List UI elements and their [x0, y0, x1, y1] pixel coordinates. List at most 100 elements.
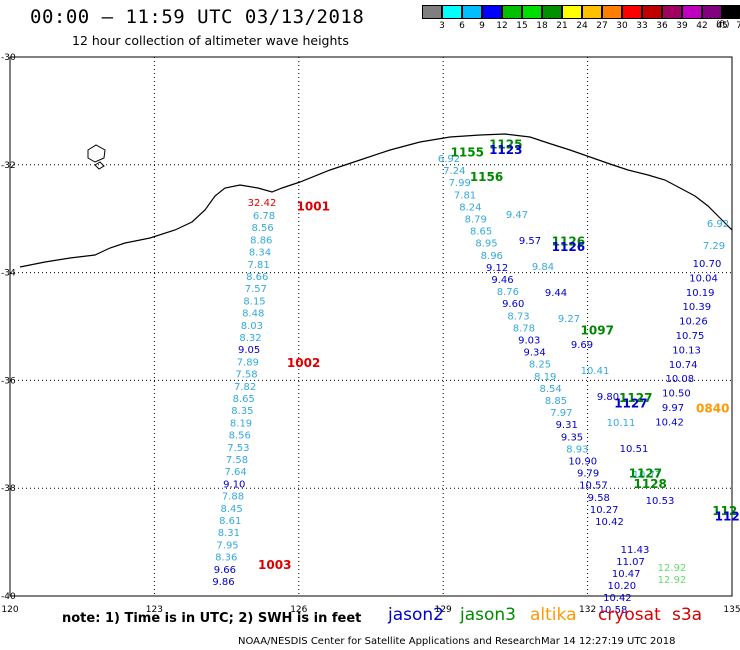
pass-label: 1156: [470, 170, 503, 184]
swh-value: 10.50: [662, 389, 691, 400]
pass-label: 1125: [489, 138, 522, 152]
swh-value: 10.26: [679, 317, 708, 328]
swh-value: 8.15: [243, 296, 265, 307]
swh-value: 8.56: [229, 431, 251, 442]
colorbar-label: 30: [616, 21, 628, 31]
colorbar-swatch: [482, 5, 502, 19]
pass-label: 1127: [614, 396, 647, 410]
pass-label: 112: [712, 504, 737, 518]
colorbar-swatch: [502, 5, 522, 19]
swh-value: 8.56: [252, 223, 274, 234]
swh-value: 8.73: [507, 311, 529, 322]
swh-value: 9.79: [577, 469, 599, 480]
swh-value: 7.97: [550, 408, 572, 419]
longitude-tick-label: 123: [146, 605, 163, 615]
swh-value: 7.81: [247, 260, 269, 271]
colorbar-swatch: [722, 5, 740, 19]
longitude-tick-label: 126: [290, 605, 307, 615]
swh-value: 9.58: [588, 493, 610, 504]
swh-value: 9.86: [212, 577, 234, 588]
swh-value: 9.60: [502, 299, 524, 310]
swh-value: 9.10: [223, 479, 245, 490]
swh-value: 10.77: [633, 470, 662, 481]
swh-value: 8.85: [545, 396, 567, 407]
swh-value: 10.53: [646, 496, 675, 507]
swh-value: 8.31: [218, 528, 240, 539]
swh-value: 9.97: [662, 403, 684, 414]
swh-value: 12.92: [658, 575, 687, 586]
latitude-tick-label: -38: [1, 484, 16, 494]
swh-value: 8.34: [249, 248, 271, 259]
swh-value: 10.57: [579, 481, 608, 492]
colorbar-label: 70: [736, 21, 740, 31]
swh-value: 8.95: [475, 239, 497, 250]
colorbar-label: 45: [716, 21, 728, 31]
swh-value: 10.58: [599, 605, 628, 616]
swh-value: 9.05: [238, 345, 260, 356]
longitude-tick-label: 120: [1, 605, 18, 615]
swh-value: 8.25: [529, 360, 551, 371]
cryosat-head-value: 32.42: [248, 198, 277, 209]
colorbar-label: 27: [596, 21, 608, 31]
pass-label: 1127: [629, 466, 662, 480]
pass-label: 1128: [633, 477, 666, 491]
swh-value: 10.47: [612, 569, 641, 580]
swh-value: 8.36: [215, 553, 237, 564]
colorbar-label: 6: [459, 21, 465, 31]
legend-jason2: jason2: [388, 605, 444, 625]
swh-value: 10.39: [682, 302, 711, 313]
swh-value: 8.79: [465, 215, 487, 226]
swh-value: 10.04: [689, 273, 718, 284]
swh-value: 9.03: [518, 336, 540, 347]
legend-cryosat: cryosat: [598, 605, 661, 625]
swh-value: 10.90: [568, 457, 597, 468]
pass-label: 0840: [696, 402, 729, 416]
colorbar-label: 24: [576, 21, 588, 31]
colorbar-swatch: [602, 5, 622, 19]
swh-value: 6.92: [438, 154, 460, 165]
swh-value: 9.12: [486, 263, 508, 274]
swh-value: 9.80: [597, 392, 619, 403]
timestamp-text: Mar 14 12:27:19 UTC 2018: [541, 636, 676, 647]
island-outline: [94, 161, 105, 170]
colorbar-swatch: [562, 5, 582, 19]
swh-value: 9.57: [519, 236, 541, 247]
swh-value: 8.54: [540, 384, 562, 395]
swh-value: 10.42: [595, 517, 624, 528]
swh-value: 6.92: [707, 219, 729, 230]
swh-value: 10.42: [655, 417, 684, 428]
pass-label: 1126: [552, 240, 585, 254]
colorbar-label: 33: [636, 21, 648, 31]
swh-value: 7.57: [245, 284, 267, 295]
swh-value: 9.34: [523, 348, 545, 359]
pass-label: 1123: [489, 143, 522, 157]
latitude-tick-label: -30: [1, 53, 16, 63]
swh-value: 8.19: [230, 418, 252, 429]
longitude-tick-label: 132: [579, 605, 596, 615]
swh-value: 9.84: [532, 262, 554, 273]
colorbar-swatch: [462, 5, 482, 19]
swh-value: 7.29: [703, 241, 725, 252]
swh-value: 9.66: [214, 565, 236, 576]
colorbar-label: 12: [496, 21, 508, 31]
swh-value: 8.76: [497, 287, 519, 298]
swh-value: 7.88: [222, 492, 244, 503]
colorbar-swatch: [642, 5, 662, 19]
swh-value: 8.45: [220, 504, 242, 515]
swh-value: 8.24: [459, 202, 481, 213]
colorbar-swatch: [422, 5, 442, 19]
pass-label: 112: [715, 510, 740, 524]
swh-value: 10.19: [686, 288, 715, 299]
swh-value: 8.19: [534, 372, 556, 383]
swh-value: 8.86: [250, 235, 272, 246]
latitude-tick-label: -36: [1, 376, 16, 386]
swh-value: 9.46: [491, 275, 513, 286]
pass-label: 1001: [297, 200, 330, 214]
coastline: [19, 133, 733, 268]
swh-value: 8.66: [246, 272, 268, 283]
note-text: note: 1) Time is in UTC; 2) SWH is in fe…: [62, 611, 362, 626]
swh-value: 7.24: [443, 166, 465, 177]
latitude-tick-label: -32: [1, 161, 16, 171]
